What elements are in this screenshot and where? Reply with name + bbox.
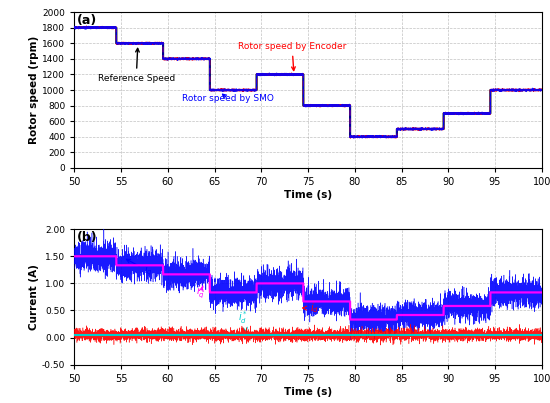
Text: $i_q^*$: $i_q^*$: [196, 284, 206, 301]
X-axis label: Time (s): Time (s): [284, 386, 332, 397]
Text: $i_q$: $i_q$: [126, 259, 153, 278]
Text: Reference Speed: Reference Speed: [98, 48, 175, 83]
Text: $i_d$: $i_d$: [302, 301, 319, 316]
X-axis label: Time (s): Time (s): [284, 190, 332, 200]
Text: $i_d^*$: $i_d^*$: [238, 310, 248, 332]
Text: (b): (b): [76, 231, 97, 243]
Text: (a): (a): [76, 14, 97, 27]
Text: Rotor speed by Encoder: Rotor speed by Encoder: [238, 42, 346, 71]
Y-axis label: Rotor speed (rpm): Rotor speed (rpm): [30, 36, 40, 144]
Y-axis label: Current (A): Current (A): [29, 264, 39, 330]
Text: Rotor speed by SMO: Rotor speed by SMO: [182, 94, 274, 103]
